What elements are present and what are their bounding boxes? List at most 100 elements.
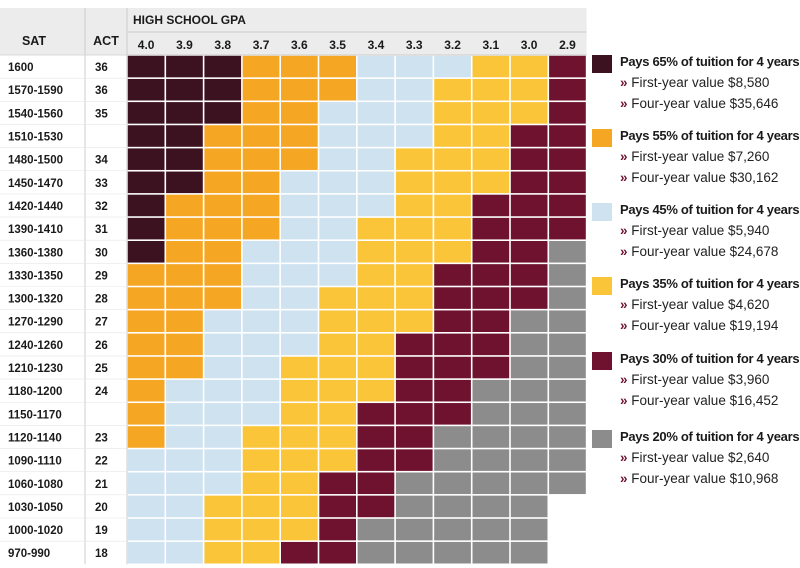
legend-value-text: Four-year value $19,194 — [631, 318, 779, 333]
legend-title: Pays 20% of tuition for 4 years — [620, 429, 800, 444]
act-score-label: 32 — [95, 201, 108, 213]
heatmap-cell — [434, 148, 471, 170]
heatmap-cell — [510, 148, 548, 170]
legend-value-text: First-year value $2,640 — [631, 450, 770, 465]
heatmap-cell — [434, 171, 471, 194]
heatmap-cell — [204, 217, 242, 240]
heatmap-cell — [204, 287, 242, 309]
heatmap-cell — [166, 171, 203, 194]
heatmap-cell — [319, 287, 356, 309]
heatmap-cell — [166, 310, 203, 332]
heatmap-cell — [166, 449, 203, 471]
heatmap-cell — [549, 403, 586, 425]
act-score-label: 27 — [95, 317, 108, 329]
heatmap-cell — [319, 55, 356, 78]
legend-entry: Pays 30% of tuition for 4 years » First-y… — [592, 349, 800, 419]
heatmap-cell — [242, 333, 280, 356]
heatmap-cell — [242, 472, 280, 495]
heatmap-cell — [472, 541, 510, 564]
sat-range-label: 1450-1470 — [8, 178, 63, 190]
heatmap-cell — [395, 472, 433, 495]
heatmap-cell — [472, 472, 510, 495]
chevron-bullet-icon: » — [620, 75, 628, 90]
heatmap-cell — [281, 171, 318, 194]
heatmap-cell — [549, 241, 586, 263]
act-score-label: 31 — [95, 224, 108, 236]
sat-range-label: 1510-1530 — [8, 132, 63, 144]
act-score-label: 33 — [95, 178, 108, 190]
gpa-tick-label: 3.5 — [329, 38, 346, 52]
heatmap-cell — [166, 518, 203, 541]
gpa-tick-label: 3.7 — [253, 38, 270, 52]
sat-range-label: 1600 — [8, 62, 34, 74]
heatmap-cell — [204, 426, 242, 448]
heatmap-cell — [166, 356, 203, 379]
heatmap-cell — [434, 310, 471, 332]
heatmap-cell — [204, 541, 242, 564]
sat-range-label: 1090-1110 — [8, 456, 62, 468]
legend-value-text: First-year value $5,940 — [631, 223, 770, 238]
heatmap-cell — [319, 171, 356, 194]
heatmap-cell — [357, 287, 395, 309]
heatmap-cell — [166, 78, 203, 101]
heatmap-cell — [319, 426, 356, 448]
heatmap-cell — [127, 310, 165, 332]
legend-four-year-value: » Four-year value $10,968 — [620, 471, 778, 486]
heatmap-cell — [127, 472, 165, 495]
heatmap-cell — [204, 171, 242, 194]
heatmap-cell — [242, 194, 280, 217]
heatmap-cell — [242, 541, 280, 564]
sat-column-header: SAT — [22, 34, 46, 48]
sat-range-label: 1210-1230 — [8, 363, 63, 375]
heatmap-cell — [204, 379, 242, 402]
heatmap-cell — [166, 495, 203, 518]
sat-range-label: 1390-1410 — [8, 224, 63, 236]
heatmap-cell — [166, 472, 203, 495]
heatmap-cell — [434, 379, 471, 402]
heatmap-cell — [166, 403, 203, 425]
heatmap-cell — [204, 125, 242, 147]
heatmap-cell — [281, 102, 318, 124]
heatmap-cell — [166, 379, 203, 402]
heatmap-cell — [242, 518, 280, 541]
act-score-label: 20 — [95, 502, 108, 514]
sat-range-label: 1570-1590 — [8, 85, 63, 97]
heatmap-cell — [434, 426, 471, 448]
act-score-label: 19 — [95, 525, 108, 537]
legend-first-year-value: » First-year value $2,640 — [620, 450, 769, 465]
act-score-label: 36 — [95, 62, 108, 74]
heatmap-cell — [204, 148, 242, 170]
heatmap-cell — [472, 171, 510, 194]
act-score-label: 18 — [95, 548, 108, 560]
chevron-bullet-icon: » — [620, 471, 628, 486]
heatmap-cell — [242, 403, 280, 425]
legend-swatch — [592, 277, 612, 295]
sat-range-label: 1030-1050 — [8, 502, 63, 514]
heatmap-cell — [281, 518, 318, 541]
heatmap-cell — [204, 102, 242, 124]
heatmap-cell — [242, 55, 280, 78]
heatmap-cell — [281, 449, 318, 471]
heatmap-cell — [319, 78, 356, 101]
heatmap-cell — [281, 541, 318, 564]
heatmap-cell — [434, 194, 471, 217]
heatmap-cell — [472, 287, 510, 309]
heatmap-cell — [127, 125, 165, 147]
heatmap-cell — [549, 356, 586, 379]
heatmap-cell — [510, 102, 548, 124]
legend-first-year-value: » First-year value $7,260 — [620, 149, 769, 164]
heatmap-cell — [242, 241, 280, 263]
heatmap-cell — [549, 449, 586, 471]
heatmap-cell — [395, 541, 433, 564]
heatmap-cell — [510, 287, 548, 309]
heatmap-cell — [127, 148, 165, 170]
heatmap-cell — [281, 333, 318, 356]
heatmap-cell — [549, 78, 586, 101]
heatmap-cell — [242, 449, 280, 471]
heatmap-cell — [549, 102, 586, 124]
heatmap-cell — [127, 356, 165, 379]
heatmap-cell — [395, 102, 433, 124]
heatmap-cell — [319, 403, 356, 425]
heatmap-cell — [357, 171, 395, 194]
